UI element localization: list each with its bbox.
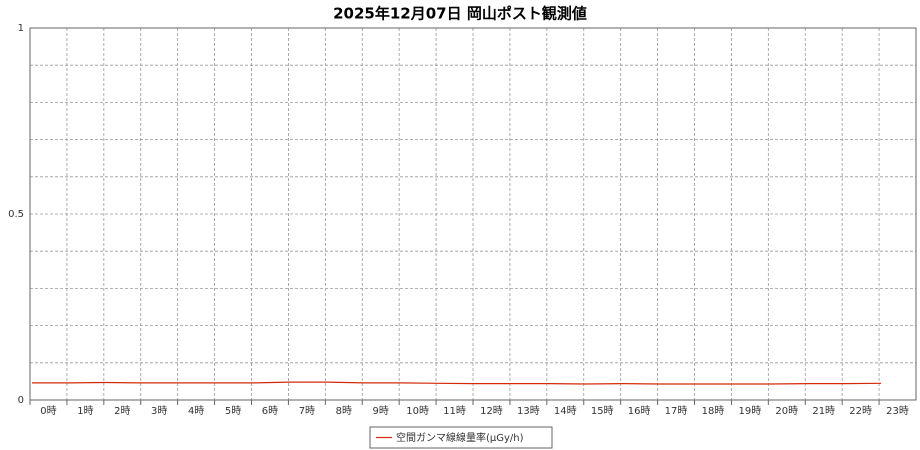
x-tick-label: 21時: [812, 405, 835, 417]
x-tick-label: 13時: [517, 405, 540, 417]
x-tick-label: 8時: [336, 405, 352, 417]
x-tick-label: 17時: [665, 405, 688, 417]
x-tick-label: 9時: [373, 405, 389, 417]
x-tick-label: 18時: [702, 405, 725, 417]
x-tick-label: 1時: [77, 405, 93, 417]
legend-box: [369, 426, 553, 449]
x-tick-label: 19時: [739, 405, 762, 417]
x-tick-label: 23時: [886, 405, 909, 417]
x-tick-label: 6時: [262, 405, 278, 417]
y-tick-label: 0.5: [8, 209, 24, 220]
x-tick-label: 0時: [40, 405, 56, 417]
x-tick-label: 4時: [188, 405, 204, 417]
x-tick-label: 22時: [849, 405, 872, 417]
chart-title: 2025年12月07日 岡山ポスト観測値: [333, 5, 587, 23]
y-tick-label: 1: [18, 23, 24, 34]
x-tick-label: 15時: [591, 405, 614, 417]
x-tick-label: 12時: [480, 405, 503, 417]
x-tick-label: 14時: [554, 405, 577, 417]
x-tick-label: 5時: [225, 405, 241, 417]
series-line: [32, 381, 882, 385]
x-tick-label: 3時: [151, 405, 167, 417]
legend-label: 空間ガンマ線線量率(μGy/h): [396, 431, 524, 444]
y-tick-label: 0: [18, 395, 24, 406]
x-tick-label: 7時: [299, 405, 315, 417]
x-tick-label: 16時: [628, 405, 651, 417]
x-tick-label: 10時: [406, 405, 429, 417]
x-tick-label: 20時: [775, 405, 798, 417]
x-tick-label: 11時: [443, 405, 466, 417]
x-tick-label: 2時: [114, 405, 130, 417]
